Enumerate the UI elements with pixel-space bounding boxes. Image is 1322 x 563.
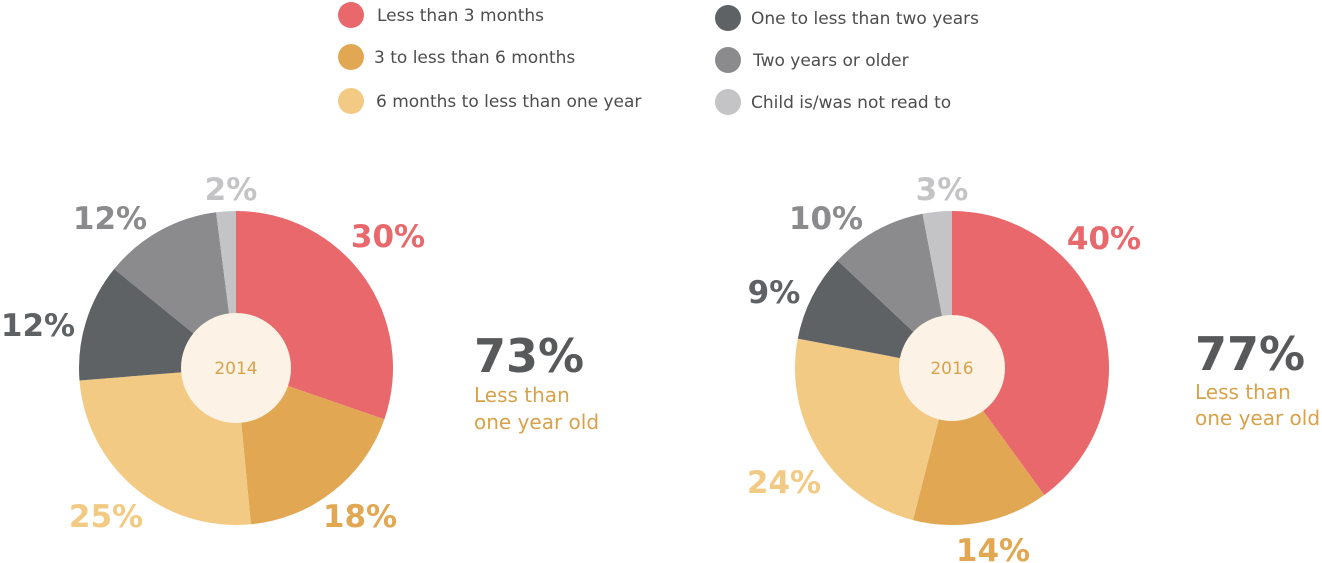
legend-swatch bbox=[715, 5, 741, 31]
pie-value-label: 14% bbox=[956, 533, 1030, 563]
legend-label: One to less than two years bbox=[751, 9, 979, 29]
legend-item: 3 to less than 6 months bbox=[338, 44, 575, 70]
pie-center bbox=[181, 313, 291, 423]
pie-value-label: 24% bbox=[747, 465, 821, 501]
pie-center-year: 2014 bbox=[214, 359, 257, 379]
pie-center-year: 2016 bbox=[930, 359, 973, 379]
legend-item: Two years or older bbox=[715, 47, 909, 73]
pie-value-label: 10% bbox=[789, 201, 863, 237]
legend-item: 6 months to less than one year bbox=[338, 88, 641, 114]
summary-line-1: Less than bbox=[474, 383, 570, 407]
pie-value-label: 3% bbox=[916, 172, 969, 208]
summary-line-2: one year old bbox=[1195, 406, 1320, 430]
pie-value-label: 2% bbox=[205, 172, 258, 208]
pie-slice bbox=[952, 211, 1110, 496]
summary-percentage: 77% bbox=[1195, 327, 1305, 381]
legend-label: Two years or older bbox=[752, 51, 909, 71]
legend-label: 3 to less than 6 months bbox=[374, 48, 575, 68]
legend-swatch bbox=[338, 88, 364, 114]
legend-item: One to less than two years bbox=[715, 5, 979, 31]
summary-percentage: 73% bbox=[474, 329, 584, 383]
pie-value-label: 25% bbox=[69, 499, 143, 535]
legend-swatch bbox=[338, 2, 364, 28]
legend-label: Less than 3 months bbox=[377, 6, 544, 26]
pie-value-label: 12% bbox=[73, 201, 147, 237]
legend: Less than 3 months 3 to less than 6 month… bbox=[338, 2, 979, 115]
legend-swatch bbox=[715, 47, 741, 73]
legend-swatch bbox=[715, 89, 741, 115]
pie-value-label: 18% bbox=[323, 499, 397, 535]
legend-swatch bbox=[338, 44, 364, 70]
legend-label: 6 months to less than one year bbox=[376, 92, 641, 112]
legend-label: Child is/was not read to bbox=[751, 93, 951, 113]
legend-item: Less than 3 months bbox=[338, 2, 544, 28]
summary-line-2: one year old bbox=[474, 410, 599, 434]
pie-center bbox=[899, 315, 1005, 421]
pie-chart-2014: 2014 30% 18% 25% 12% 12% 2% 73%Less than one yea… bbox=[1, 172, 599, 535]
summary-line-1: Less than bbox=[1195, 380, 1291, 404]
pie-value-label: 40% bbox=[1067, 221, 1141, 257]
legend-item: Child is/was not read to bbox=[715, 89, 951, 115]
pie-value-label: 12% bbox=[1, 308, 75, 344]
pie-value-label: 9% bbox=[748, 275, 801, 311]
pie-value-label: 30% bbox=[351, 219, 425, 255]
